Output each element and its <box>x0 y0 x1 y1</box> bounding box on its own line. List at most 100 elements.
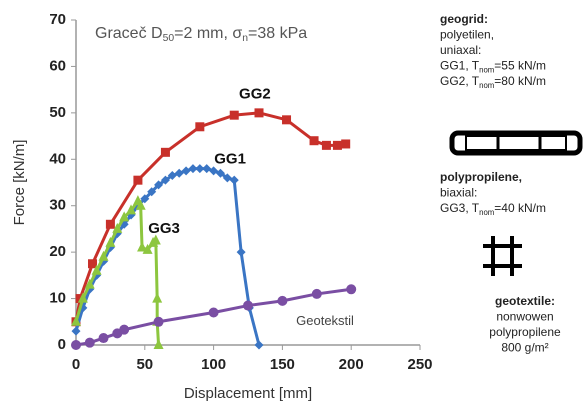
marker <box>84 337 95 348</box>
marker <box>105 219 115 229</box>
marker <box>188 164 198 174</box>
text-part: GG3, T <box>440 201 480 215</box>
marker <box>77 292 88 303</box>
text-part: 800 g/m² <box>501 341 548 355</box>
side-note: geotextile: <box>495 294 555 308</box>
marker <box>309 136 319 146</box>
marker <box>236 247 246 257</box>
text-part: =2 mm, σ <box>174 25 242 42</box>
marker <box>147 187 157 197</box>
text-part: 50 <box>163 33 175 44</box>
marker <box>254 340 264 350</box>
marker <box>133 175 143 185</box>
side-note: GG1, Tnom=55 kN/m <box>440 59 546 75</box>
side-note: polypropilene, <box>440 170 522 184</box>
side-note: biaxial: <box>440 186 477 200</box>
marker <box>181 166 191 176</box>
x-tick-label: 0 <box>72 356 80 373</box>
series-label: GG3 <box>148 220 180 237</box>
marker <box>174 168 184 178</box>
text-part: n <box>242 33 248 44</box>
side-note: GG3, Tnom=40 kN/m <box>440 201 546 217</box>
y-tick-label: 0 <box>58 336 66 353</box>
marker <box>140 194 150 204</box>
marker <box>91 264 102 275</box>
text-part: polypropilene, <box>440 170 522 184</box>
text-part: polyetilen, <box>440 28 494 42</box>
text-part: =55 kN/m <box>494 59 546 73</box>
x-tick-label: 100 <box>201 356 226 373</box>
x-tick-label: 200 <box>339 356 364 373</box>
marker <box>346 284 357 295</box>
side-note: nonwowen <box>496 310 553 324</box>
marker <box>229 110 239 120</box>
series-label: GG1 <box>214 150 246 167</box>
text-part: biaxial: <box>440 186 477 200</box>
marker <box>160 147 170 157</box>
y-tick-label: 30 <box>49 197 66 214</box>
y-tick-label: 60 <box>49 57 66 74</box>
marker <box>71 315 81 326</box>
x-tick-label: 50 <box>136 356 153 373</box>
text-part: uniaxal: <box>440 43 481 57</box>
marker <box>332 140 342 150</box>
side-note: polypropilene <box>489 325 561 339</box>
marker <box>153 339 164 349</box>
marker <box>243 300 253 311</box>
side-note: polyetilen, <box>440 28 494 42</box>
marker <box>142 243 153 254</box>
geogrid-uniaxial-icon <box>449 130 583 156</box>
y-axis-label: Force [kN/m] <box>11 140 28 226</box>
marker <box>88 259 98 269</box>
marker <box>254 108 264 118</box>
y-tick-label: 10 <box>49 290 66 307</box>
geogrid-biaxial-icon <box>483 236 522 276</box>
text-part: =80 kN/m <box>494 74 546 88</box>
text-part: GG2, T <box>440 74 480 88</box>
marker <box>137 241 148 252</box>
marker <box>202 164 212 174</box>
text-part: nom <box>479 208 494 217</box>
marker <box>119 211 130 222</box>
marker <box>311 288 322 299</box>
marker <box>150 234 161 245</box>
marker <box>98 250 109 261</box>
chart-title: Graceč D50=2 mm, σn=38 kPa <box>95 25 307 44</box>
marker <box>119 324 130 335</box>
marker <box>222 173 232 183</box>
marker <box>135 199 146 210</box>
marker <box>126 204 137 215</box>
marker <box>229 175 239 185</box>
x-axis-label: Displacement [mm] <box>184 385 312 402</box>
series-label: GG2 <box>239 85 271 102</box>
marker <box>195 164 205 174</box>
marker <box>71 326 81 336</box>
text-part: =40 kN/m <box>494 201 546 215</box>
marker <box>209 166 219 176</box>
marker <box>282 115 292 125</box>
marker <box>112 222 123 233</box>
y-tick-label: 50 <box>49 104 66 121</box>
marker <box>105 236 116 247</box>
marker <box>160 175 170 185</box>
marker <box>153 316 164 327</box>
text-part: nonwowen <box>496 310 553 324</box>
marker <box>71 340 81 350</box>
x-tick-label: 250 <box>407 356 432 373</box>
text-part: Graceč D <box>95 25 163 42</box>
text-part: nom <box>479 81 494 90</box>
text-part: polypropilene <box>489 325 561 339</box>
marker <box>167 171 177 181</box>
text-part: geotextile: <box>495 294 555 308</box>
side-note: uniaxal: <box>440 43 481 57</box>
marker <box>277 295 288 306</box>
y-tick-label: 20 <box>49 243 66 260</box>
side-note: geogrid: <box>440 12 488 26</box>
marker <box>208 307 219 318</box>
marker <box>152 292 163 303</box>
side-note: GG2, Tnom=80 kN/m <box>440 74 546 90</box>
y-tick-label: 40 <box>49 150 66 167</box>
marker <box>195 122 205 132</box>
